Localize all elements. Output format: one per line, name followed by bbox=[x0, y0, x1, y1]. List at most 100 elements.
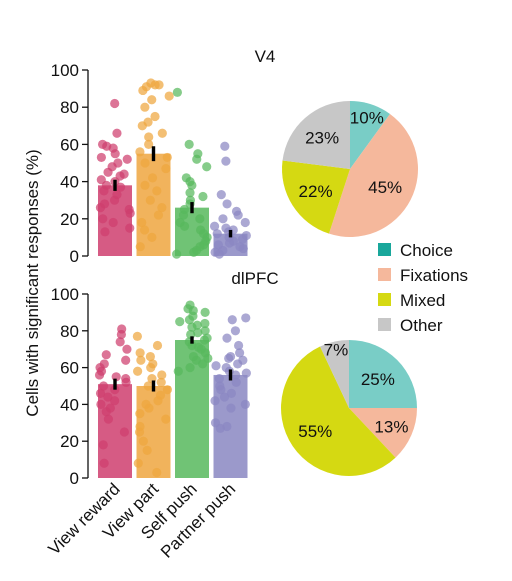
data-point-view-reward bbox=[125, 223, 135, 233]
data-point-view-part bbox=[133, 458, 143, 468]
data-point-partner-push bbox=[231, 370, 241, 380]
data-point-partner-push bbox=[241, 368, 251, 378]
data-point-view-part bbox=[135, 242, 145, 252]
data-point-self-push bbox=[195, 214, 205, 224]
data-point-view-part bbox=[152, 340, 163, 351]
y-tick-label: 40 bbox=[60, 173, 79, 192]
data-point-self-push bbox=[198, 359, 208, 369]
data-point-view-part bbox=[137, 217, 147, 228]
data-point-view-reward bbox=[115, 182, 126, 192]
pie-slice-label-choice: 25% bbox=[361, 370, 395, 389]
pie-slice-choice bbox=[349, 340, 417, 408]
data-point-partner-push bbox=[227, 315, 237, 325]
data-point-view-part bbox=[135, 147, 145, 157]
y-tick-label: 60 bbox=[60, 135, 79, 154]
legend-label-other: Other bbox=[400, 316, 443, 335]
pie-slice-label-choice: 10% bbox=[350, 108, 384, 127]
pie-slice-label-mixed: 55% bbox=[298, 422, 332, 441]
data-point-view-part bbox=[145, 195, 155, 205]
data-point-view-part bbox=[137, 121, 147, 131]
data-point-view-part bbox=[135, 409, 145, 419]
data-point-view-part bbox=[134, 427, 145, 437]
data-point-partner-push bbox=[214, 249, 224, 259]
data-point-partner-push bbox=[222, 199, 232, 209]
pie-slice-label-mixed: 22% bbox=[299, 182, 333, 201]
data-point-view-part bbox=[147, 232, 157, 242]
data-point-view-part bbox=[157, 203, 167, 213]
legend-label-mixed: Mixed bbox=[400, 291, 445, 310]
data-point-self-push bbox=[187, 322, 197, 332]
data-point-view-reward bbox=[101, 350, 111, 360]
pie-slice-fixations bbox=[349, 408, 417, 458]
data-point-partner-push bbox=[210, 396, 220, 406]
data-point-self-push bbox=[185, 188, 195, 198]
pie-slice-other bbox=[282, 101, 350, 169]
pie-slice-mixed bbox=[282, 160, 350, 234]
pie-slice-label-other: 23% bbox=[305, 128, 339, 147]
data-point-partner-push bbox=[212, 229, 222, 239]
pie-slice-label-fixations: 45% bbox=[368, 178, 402, 197]
data-point-view-reward bbox=[99, 186, 109, 196]
y-tick-label: 80 bbox=[60, 98, 79, 117]
legend-swatch-choice bbox=[378, 243, 391, 256]
data-point-view-part bbox=[150, 111, 160, 122]
data-point-self-push bbox=[200, 326, 210, 336]
data-point-view-reward bbox=[103, 414, 114, 424]
data-point-view-part bbox=[154, 80, 164, 90]
data-point-partner-push bbox=[233, 359, 243, 369]
data-point-view-reward bbox=[98, 381, 109, 391]
data-point-view-part bbox=[145, 351, 155, 362]
data-point-view-reward bbox=[110, 396, 120, 406]
pie-slice-mixed bbox=[280, 346, 396, 477]
data-point-view-reward bbox=[119, 427, 129, 437]
data-point-view-part bbox=[140, 158, 150, 168]
panel-title: V4 bbox=[255, 47, 276, 66]
pie-slice-fixations bbox=[328, 113, 418, 237]
data-point-self-push bbox=[172, 249, 182, 259]
data-point-partner-push bbox=[240, 399, 250, 409]
data-point-self-push bbox=[178, 210, 189, 220]
data-point-self-push bbox=[185, 363, 195, 373]
legend: Choice Fixations Mixed Other bbox=[378, 241, 468, 335]
data-point-view-reward bbox=[103, 167, 113, 177]
data-point-partner-push bbox=[219, 392, 230, 402]
y-tick-label: 0 bbox=[70, 247, 79, 266]
data-point-view-part bbox=[138, 85, 148, 96]
data-point-view-reward bbox=[94, 370, 105, 380]
bar-chart-dlpfc: 0 20 40 60 80 100 dlPFC bbox=[51, 269, 279, 488]
data-point-view-part bbox=[161, 163, 171, 174]
pie-chart-v4: 10% 45% 22% 23% bbox=[282, 101, 418, 237]
data-point-view-part bbox=[140, 102, 150, 112]
data-point-partner-push bbox=[218, 214, 228, 224]
data-point-view-reward bbox=[121, 355, 131, 365]
data-point-view-part bbox=[162, 385, 172, 395]
legend-label-choice: Choice bbox=[400, 241, 453, 260]
data-point-partner-push bbox=[214, 374, 224, 384]
data-point-partner-push bbox=[241, 313, 251, 323]
y-tick-label: 20 bbox=[60, 210, 79, 229]
data-point-view-part bbox=[142, 445, 152, 455]
data-point-view-part bbox=[157, 128, 167, 138]
data-point-partner-push bbox=[233, 340, 244, 351]
data-point-self-push bbox=[199, 335, 210, 345]
data-point-self-push bbox=[179, 221, 190, 231]
data-point-view-reward bbox=[95, 388, 106, 398]
data-point-view-reward bbox=[115, 337, 125, 347]
data-point-view-part bbox=[153, 210, 164, 220]
data-point-view-reward bbox=[98, 214, 108, 224]
data-point-view-part bbox=[147, 95, 157, 105]
y-tick-label: 20 bbox=[60, 432, 79, 451]
data-point-self-push bbox=[184, 315, 195, 325]
data-point-self-push bbox=[189, 247, 199, 257]
data-point-view-reward bbox=[109, 195, 120, 205]
data-point-self-push bbox=[200, 318, 210, 329]
data-point-partner-push bbox=[237, 234, 248, 244]
y-tick-label: 40 bbox=[60, 395, 79, 414]
data-point-view-reward bbox=[95, 203, 106, 213]
data-point-partner-push bbox=[216, 385, 226, 395]
data-point-view-reward bbox=[116, 329, 126, 340]
data-point-view-part bbox=[162, 152, 172, 163]
data-point-self-push bbox=[193, 328, 203, 338]
data-point-view-part bbox=[152, 467, 162, 478]
